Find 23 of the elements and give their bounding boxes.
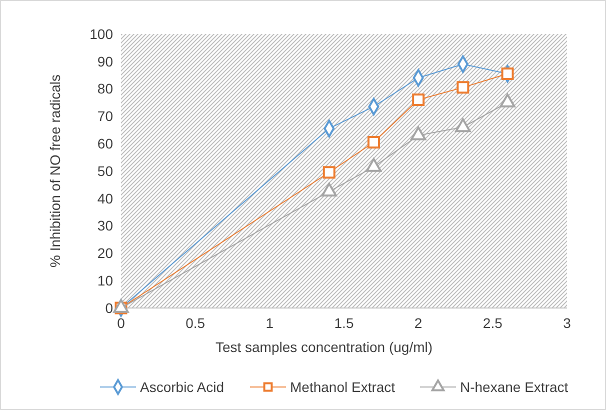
y-tick-label: 90 [97, 53, 114, 70]
x-tick-label: 2 [414, 315, 422, 331]
x-tick-label: 0 [117, 315, 126, 331]
y-tick-label: 40 [97, 190, 114, 206]
y-tick-label: 10 [97, 272, 114, 288]
x-tick-label: 1.5 [334, 315, 354, 331]
y-tick-label: 60 [97, 136, 114, 152]
x-tick-label: 0.5 [186, 315, 206, 331]
legend-label: N-hexane Extract [460, 378, 568, 395]
x-tick-label: 3 [563, 315, 572, 331]
y-axis-title: % Inhibition of NO free radicals [47, 74, 63, 268]
y-tick-label: 70 [97, 108, 114, 124]
legend-label: Methanol Extract [290, 378, 396, 395]
y-tick-label: 50 [97, 162, 114, 179]
y-tick-label: 20 [97, 245, 114, 262]
y-tick-label: 0 [105, 300, 114, 316]
x-axis-title: Test samples concentration (ug/ml) [215, 339, 433, 355]
x-tick-label: 1 [266, 315, 274, 331]
y-tick-label: 80 [97, 80, 114, 97]
x-tick-label: 2.5 [482, 315, 503, 331]
legend-label: Ascorbic Acid [140, 378, 224, 395]
y-tick-label: 30 [97, 218, 114, 234]
y-tick-label: 100 [90, 26, 114, 42]
